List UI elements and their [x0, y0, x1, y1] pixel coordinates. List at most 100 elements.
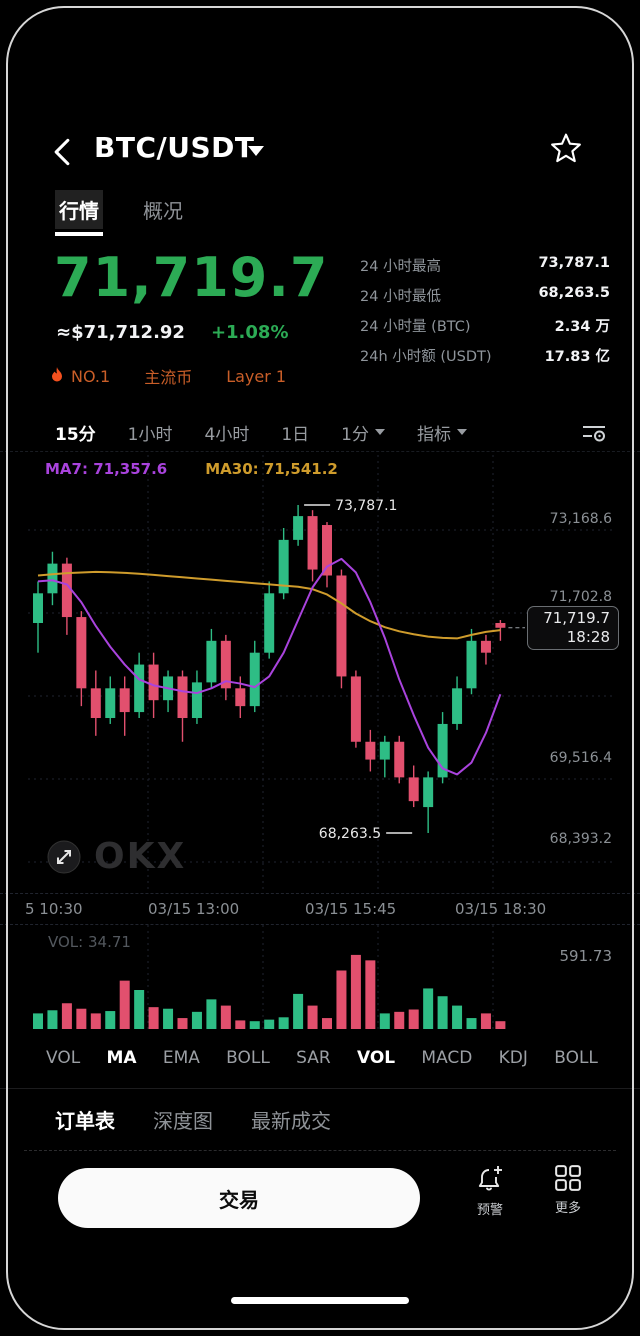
indicator-tab-vol-5[interactable]: VOL — [356, 1048, 396, 1068]
indicator-dropdown[interactable]: 指标 — [417, 420, 467, 445]
indicator-tab-boll-8[interactable]: BOLL — [554, 1048, 598, 1068]
badge-time: 18:28 — [566, 627, 610, 646]
tab-order-book[interactable]: 订单表 — [55, 1109, 115, 1133]
ma7-label: MA7: 71,357.6 — [45, 460, 168, 478]
tab-overview[interactable]: 概况 — [143, 199, 183, 223]
candle-body — [437, 723, 448, 778]
volume-bar — [220, 1005, 231, 1029]
ma30-label: MA30: 71,541.2 — [205, 460, 338, 478]
volume-bar — [394, 1011, 405, 1029]
stat-row: 24 小时量 (BTC) 2.34 万 — [360, 315, 610, 336]
chevron-down-icon — [374, 429, 385, 435]
volume-bar — [47, 1010, 58, 1029]
tag-layer1[interactable]: Layer 1 — [226, 367, 286, 386]
price-pane: 73,168.6 71,702.8 69,516.4 68,393.2 73,787.1… — [28, 455, 612, 893]
indicator-tabs: VOL MA EMA BOLL SAR VOL MACD KDJ BOLL — [0, 1040, 640, 1076]
home-indicator[interactable] — [231, 1297, 409, 1304]
chevron-down-icon[interactable] — [248, 146, 264, 156]
volume-bar — [408, 1009, 419, 1029]
candle-body — [206, 640, 217, 683]
volume-bar — [336, 970, 347, 1029]
candle-body — [33, 593, 43, 623]
grid-icon — [555, 1165, 581, 1191]
pair-title[interactable]: BTC/USDT — [94, 131, 255, 164]
indicator-tab-boll-3[interactable]: BOLL — [226, 1048, 270, 1068]
timeframe-1h[interactable]: 1小时 — [127, 424, 173, 445]
price-alert-button[interactable]: 预警 — [458, 1164, 522, 1218]
tab-latest-trades[interactable]: 最新成交 — [251, 1109, 331, 1133]
volume-bar — [452, 1005, 463, 1029]
volume-bar — [163, 1008, 174, 1029]
candle-body — [76, 617, 87, 689]
tag-label: NO.1 — [71, 366, 111, 386]
tab-quotes[interactable]: 行情 — [55, 190, 103, 229]
candle-body — [394, 741, 405, 778]
stat-value: 17.83 亿 — [544, 349, 610, 365]
candle-body — [307, 516, 318, 570]
trade-button[interactable]: 交易 — [58, 1168, 420, 1228]
candle-body — [452, 688, 463, 724]
volume-bar — [495, 1021, 506, 1029]
volume-bar — [278, 1017, 289, 1029]
last-price-badge: 71,719.7 18:28 — [527, 605, 619, 650]
candle-body — [249, 652, 260, 707]
stat-label: 24h 小时额 (USDT) — [360, 349, 492, 365]
x-axis-label: 5 10:30 — [25, 900, 83, 918]
stat-label: 24 小时量 (BTC) — [360, 319, 471, 335]
timeframe-1d[interactable]: 1日 — [281, 424, 310, 445]
volume-bar — [33, 1013, 43, 1029]
back-button[interactable] — [50, 138, 74, 166]
volume-bar — [61, 1003, 72, 1029]
indicator-tab-ma-1[interactable]: MA — [106, 1048, 137, 1068]
candle-body — [495, 622, 506, 628]
chevron-down-icon — [456, 429, 467, 435]
candlestick-chart[interactable]: 73,168.6 71,702.8 69,516.4 68,393.2 73,787.1… — [0, 455, 640, 1040]
y-axis-label: 69,516.4 — [550, 750, 612, 766]
indicator-tab-vol-0[interactable]: VOL — [46, 1048, 81, 1068]
indicator-tab-sar-4[interactable]: SAR — [296, 1048, 331, 1068]
more-button[interactable]: 更多 — [536, 1164, 600, 1216]
stat-row: 24 小时最低 68,263.5 — [360, 285, 610, 306]
candle-body — [119, 688, 130, 713]
favorite-star-button[interactable] — [550, 132, 582, 164]
x-axis-label: 03/15 18:30 — [455, 900, 547, 918]
sub-price-row: ≈$71,712.92 +1.08% — [56, 322, 288, 343]
indicator-tab-kdj-7[interactable]: KDJ — [498, 1048, 528, 1068]
volume-bar — [437, 996, 448, 1029]
volume-label: VOL: 34.71 — [48, 933, 131, 951]
candle-body — [134, 664, 145, 713]
candle-body — [220, 640, 231, 689]
tab-depth-chart[interactable]: 深度图 — [153, 1109, 213, 1133]
indicator-tab-ema-2[interactable]: EMA — [162, 1048, 200, 1068]
candle-body — [191, 682, 202, 719]
candle-body — [105, 688, 116, 719]
divider — [0, 1088, 640, 1089]
timeframe-4h[interactable]: 4小时 — [204, 424, 250, 445]
indicator-tab-macd-6[interactable]: MACD — [421, 1048, 473, 1068]
expand-chart-button[interactable] — [46, 839, 82, 875]
candle-body — [466, 640, 477, 689]
volume-bar — [119, 980, 130, 1029]
low-annotation-label: 68,263.5 — [319, 826, 381, 842]
candle-body — [480, 640, 491, 653]
star-icon — [551, 133, 581, 163]
chart-settings-button[interactable] — [582, 422, 606, 442]
tag-no1[interactable]: NO.1 — [50, 367, 110, 386]
volume-bar — [206, 999, 217, 1029]
time-axis: 5 10:30 03/15 13:00 03/15 15:45 03/15 18:30 — [0, 893, 640, 925]
candle-body — [293, 516, 304, 540]
candle-body — [379, 741, 390, 760]
timeframe-15m[interactable]: 15分 — [55, 424, 96, 445]
alert-label: 预警 — [476, 1203, 503, 1218]
volume-bar — [249, 1021, 260, 1029]
timeframe-more-dropdown[interactable]: 1分 — [341, 420, 385, 445]
volume-bar — [235, 1020, 246, 1029]
candle-body — [90, 688, 101, 719]
bell-plus-icon — [478, 1166, 502, 1191]
volume-axis-label: 591.73 — [559, 947, 613, 965]
timeframe-row: 15分 1小时 4小时 1日 1分 指标 — [0, 413, 640, 452]
volume-bar — [423, 988, 434, 1029]
ma30-line — [37, 570, 501, 640]
tag-mainstream[interactable]: 主流币 — [144, 364, 192, 388]
